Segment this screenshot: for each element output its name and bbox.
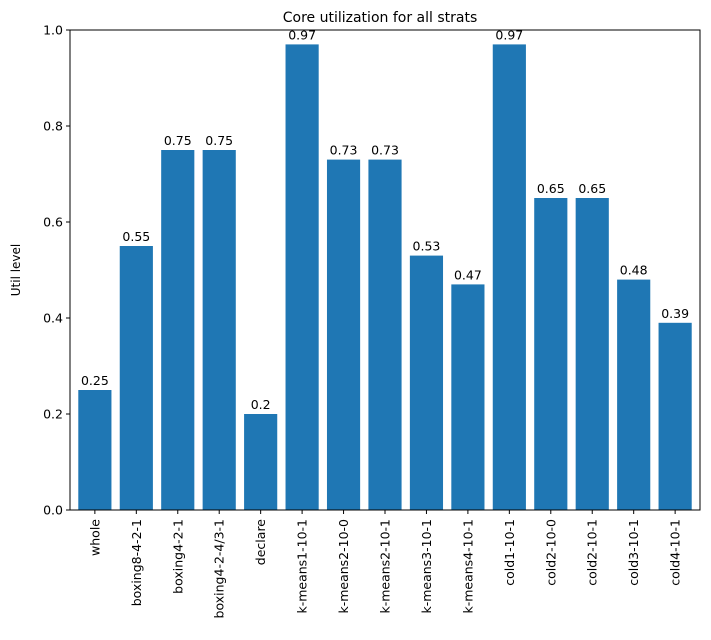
x-tick-label: k-means3-10-1 bbox=[419, 519, 434, 614]
data-label: 0.75 bbox=[205, 133, 233, 148]
bar bbox=[534, 198, 568, 510]
bar bbox=[492, 44, 526, 511]
x-tick-label: cold2-10-0 bbox=[543, 519, 558, 586]
chart-title: Core utilization for all strats bbox=[283, 10, 478, 26]
y-axis-label: Util level bbox=[9, 244, 23, 297]
x-tick-label: cold2-10-1 bbox=[585, 519, 600, 586]
x-axis: whole boxing8-4-2-1 boxing4-2-1 boxing4-2-4… bbox=[87, 510, 683, 618]
plot-frame bbox=[69, 29, 701, 511]
bar bbox=[78, 390, 112, 510]
x-tick-label: whole bbox=[87, 519, 102, 556]
x-tick-label: cold4-10-1 bbox=[668, 519, 683, 586]
y-tick-label: 0.6 bbox=[43, 215, 63, 230]
y-tick-label: 0.8 bbox=[43, 119, 63, 134]
y-tick-label: 1.0 bbox=[43, 23, 63, 38]
data-label: 0.25 bbox=[81, 373, 109, 388]
bar bbox=[368, 159, 402, 510]
bar bbox=[451, 284, 485, 510]
x-tick-label: boxing4-2-1 bbox=[170, 519, 185, 594]
x-tick-label: boxing8-4-2-1 bbox=[129, 519, 144, 606]
bar bbox=[244, 414, 278, 510]
data-label: 0.73 bbox=[371, 143, 399, 158]
bar bbox=[617, 279, 651, 510]
y-tick-label: 0.2 bbox=[43, 407, 63, 422]
bar bbox=[202, 150, 236, 510]
bar bbox=[119, 246, 153, 510]
y-axis: 0.0 0.2 0.4 0.6 0.8 1.0 bbox=[43, 23, 70, 518]
bar bbox=[409, 255, 444, 510]
bar bbox=[658, 322, 692, 510]
bar bbox=[326, 159, 361, 510]
x-tick-label: k-means1-10-1 bbox=[295, 519, 310, 614]
x-tick-label: cold1-10-1 bbox=[502, 519, 517, 586]
data-label: 0.65 bbox=[537, 181, 565, 196]
data-labels-group: 0.25 0.55 0.75 0.75 0.2 0.97 0.73 0.73 0.53 0.47 0… bbox=[81, 27, 689, 412]
data-label: 0.47 bbox=[454, 267, 482, 282]
x-tick-label: declare bbox=[253, 519, 268, 565]
bar bbox=[285, 44, 319, 511]
data-label: 0.53 bbox=[413, 239, 441, 254]
data-label: 0.75 bbox=[164, 133, 192, 148]
x-tick-label: k-means4-10-1 bbox=[460, 519, 475, 614]
y-tick-label: 0.4 bbox=[43, 311, 63, 326]
bars-group bbox=[78, 44, 692, 511]
x-tick-label: boxing4-2-4/3-1 bbox=[212, 519, 227, 618]
x-tick-label: cold3-10-1 bbox=[626, 519, 641, 586]
data-label: 0.65 bbox=[578, 181, 606, 196]
data-label: 0.97 bbox=[495, 27, 523, 42]
y-tick-label: 0.0 bbox=[43, 503, 63, 518]
data-label: 0.97 bbox=[288, 27, 316, 42]
x-tick-label: k-means2-10-1 bbox=[378, 519, 393, 614]
data-label: 0.55 bbox=[122, 229, 150, 244]
data-label: 0.73 bbox=[330, 143, 358, 158]
data-label: 0.39 bbox=[661, 306, 689, 321]
data-label: 0.48 bbox=[620, 263, 648, 278]
data-label: 0.2 bbox=[251, 397, 271, 412]
bar bbox=[161, 150, 195, 510]
bar bbox=[575, 198, 609, 510]
x-tick-label: k-means2-10-0 bbox=[336, 519, 351, 614]
